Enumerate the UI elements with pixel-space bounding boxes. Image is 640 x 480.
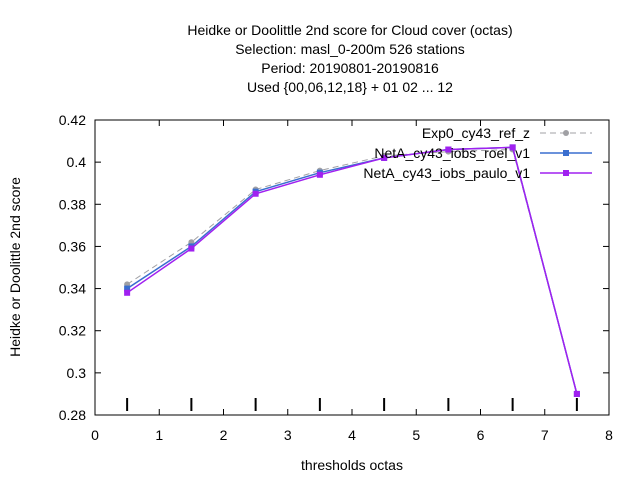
title-line: Period: 20190801-20190816: [261, 60, 439, 76]
data-point: [445, 146, 452, 153]
data-point: [509, 144, 516, 151]
series-layer: [124, 144, 580, 397]
data-point: [316, 171, 323, 178]
x-tick-label: 1: [155, 427, 163, 443]
series-line: [126, 146, 578, 395]
y-tick-label: 0.34: [59, 281, 86, 297]
x-tick-label: 8: [605, 427, 613, 443]
legend-marker: [563, 170, 569, 176]
series-line: [126, 148, 578, 395]
data-point: [124, 289, 131, 296]
data-point: [252, 190, 259, 197]
title-line: Used {00,06,12,18} + 01 02 ... 12: [247, 79, 453, 95]
data-point: [188, 245, 195, 252]
x-tick-label: 7: [541, 427, 549, 443]
legend-label: NetA_cy43_iobs_paulo_v1: [363, 165, 530, 181]
y-tick-label: 0.36: [59, 238, 86, 254]
y-tick-label: 0.42: [59, 112, 86, 128]
series-line: [126, 146, 578, 395]
y-tick-label: 0.4: [67, 154, 87, 170]
x-tick-label: 3: [284, 427, 292, 443]
data-point: [573, 390, 580, 397]
count-markers: [126, 398, 578, 411]
legend-marker: [563, 130, 569, 136]
y-axis: 0.28 0.3 0.32 0.34 0.36 0.38 0.4 0.42: [59, 112, 609, 423]
x-axis-label: thresholds octas: [301, 457, 403, 473]
legend-label: Exp0_cy43_ref_z: [422, 125, 530, 141]
y-tick-label: 0.32: [59, 323, 86, 339]
chart-title: Heidke or Doolittle 2nd score for Cloud …: [187, 22, 512, 95]
x-tick-label: 2: [220, 427, 228, 443]
x-tick-label: 5: [412, 427, 420, 443]
y-tick-label: 0.28: [59, 407, 86, 423]
x-tick-label: 6: [477, 427, 485, 443]
x-tick-label: 4: [348, 427, 356, 443]
y-tick-label: 0.38: [59, 196, 86, 212]
legend-marker: [563, 150, 569, 156]
y-tick-label: 0.3: [67, 365, 87, 381]
legend-label: NetA_cy43_iobs_roel_v1: [374, 145, 530, 161]
title-line: Selection: masl_0-200m 526 stations: [235, 41, 465, 57]
y-axis-label: Heidke or Doolittle 2nd score: [7, 177, 23, 357]
title-line: Heidke or Doolittle 2nd score for Cloud …: [187, 22, 512, 38]
legend: Exp0_cy43_ref_z NetA_cy43_iobs_roel_v1 Net…: [363, 125, 592, 181]
x-axis: 0 1 2 3 4 5 6 7 8: [91, 120, 613, 443]
data-point: [124, 285, 131, 292]
data-point: [381, 154, 388, 161]
x-tick-label: 0: [91, 427, 99, 443]
plot-frame: [94, 119, 610, 416]
